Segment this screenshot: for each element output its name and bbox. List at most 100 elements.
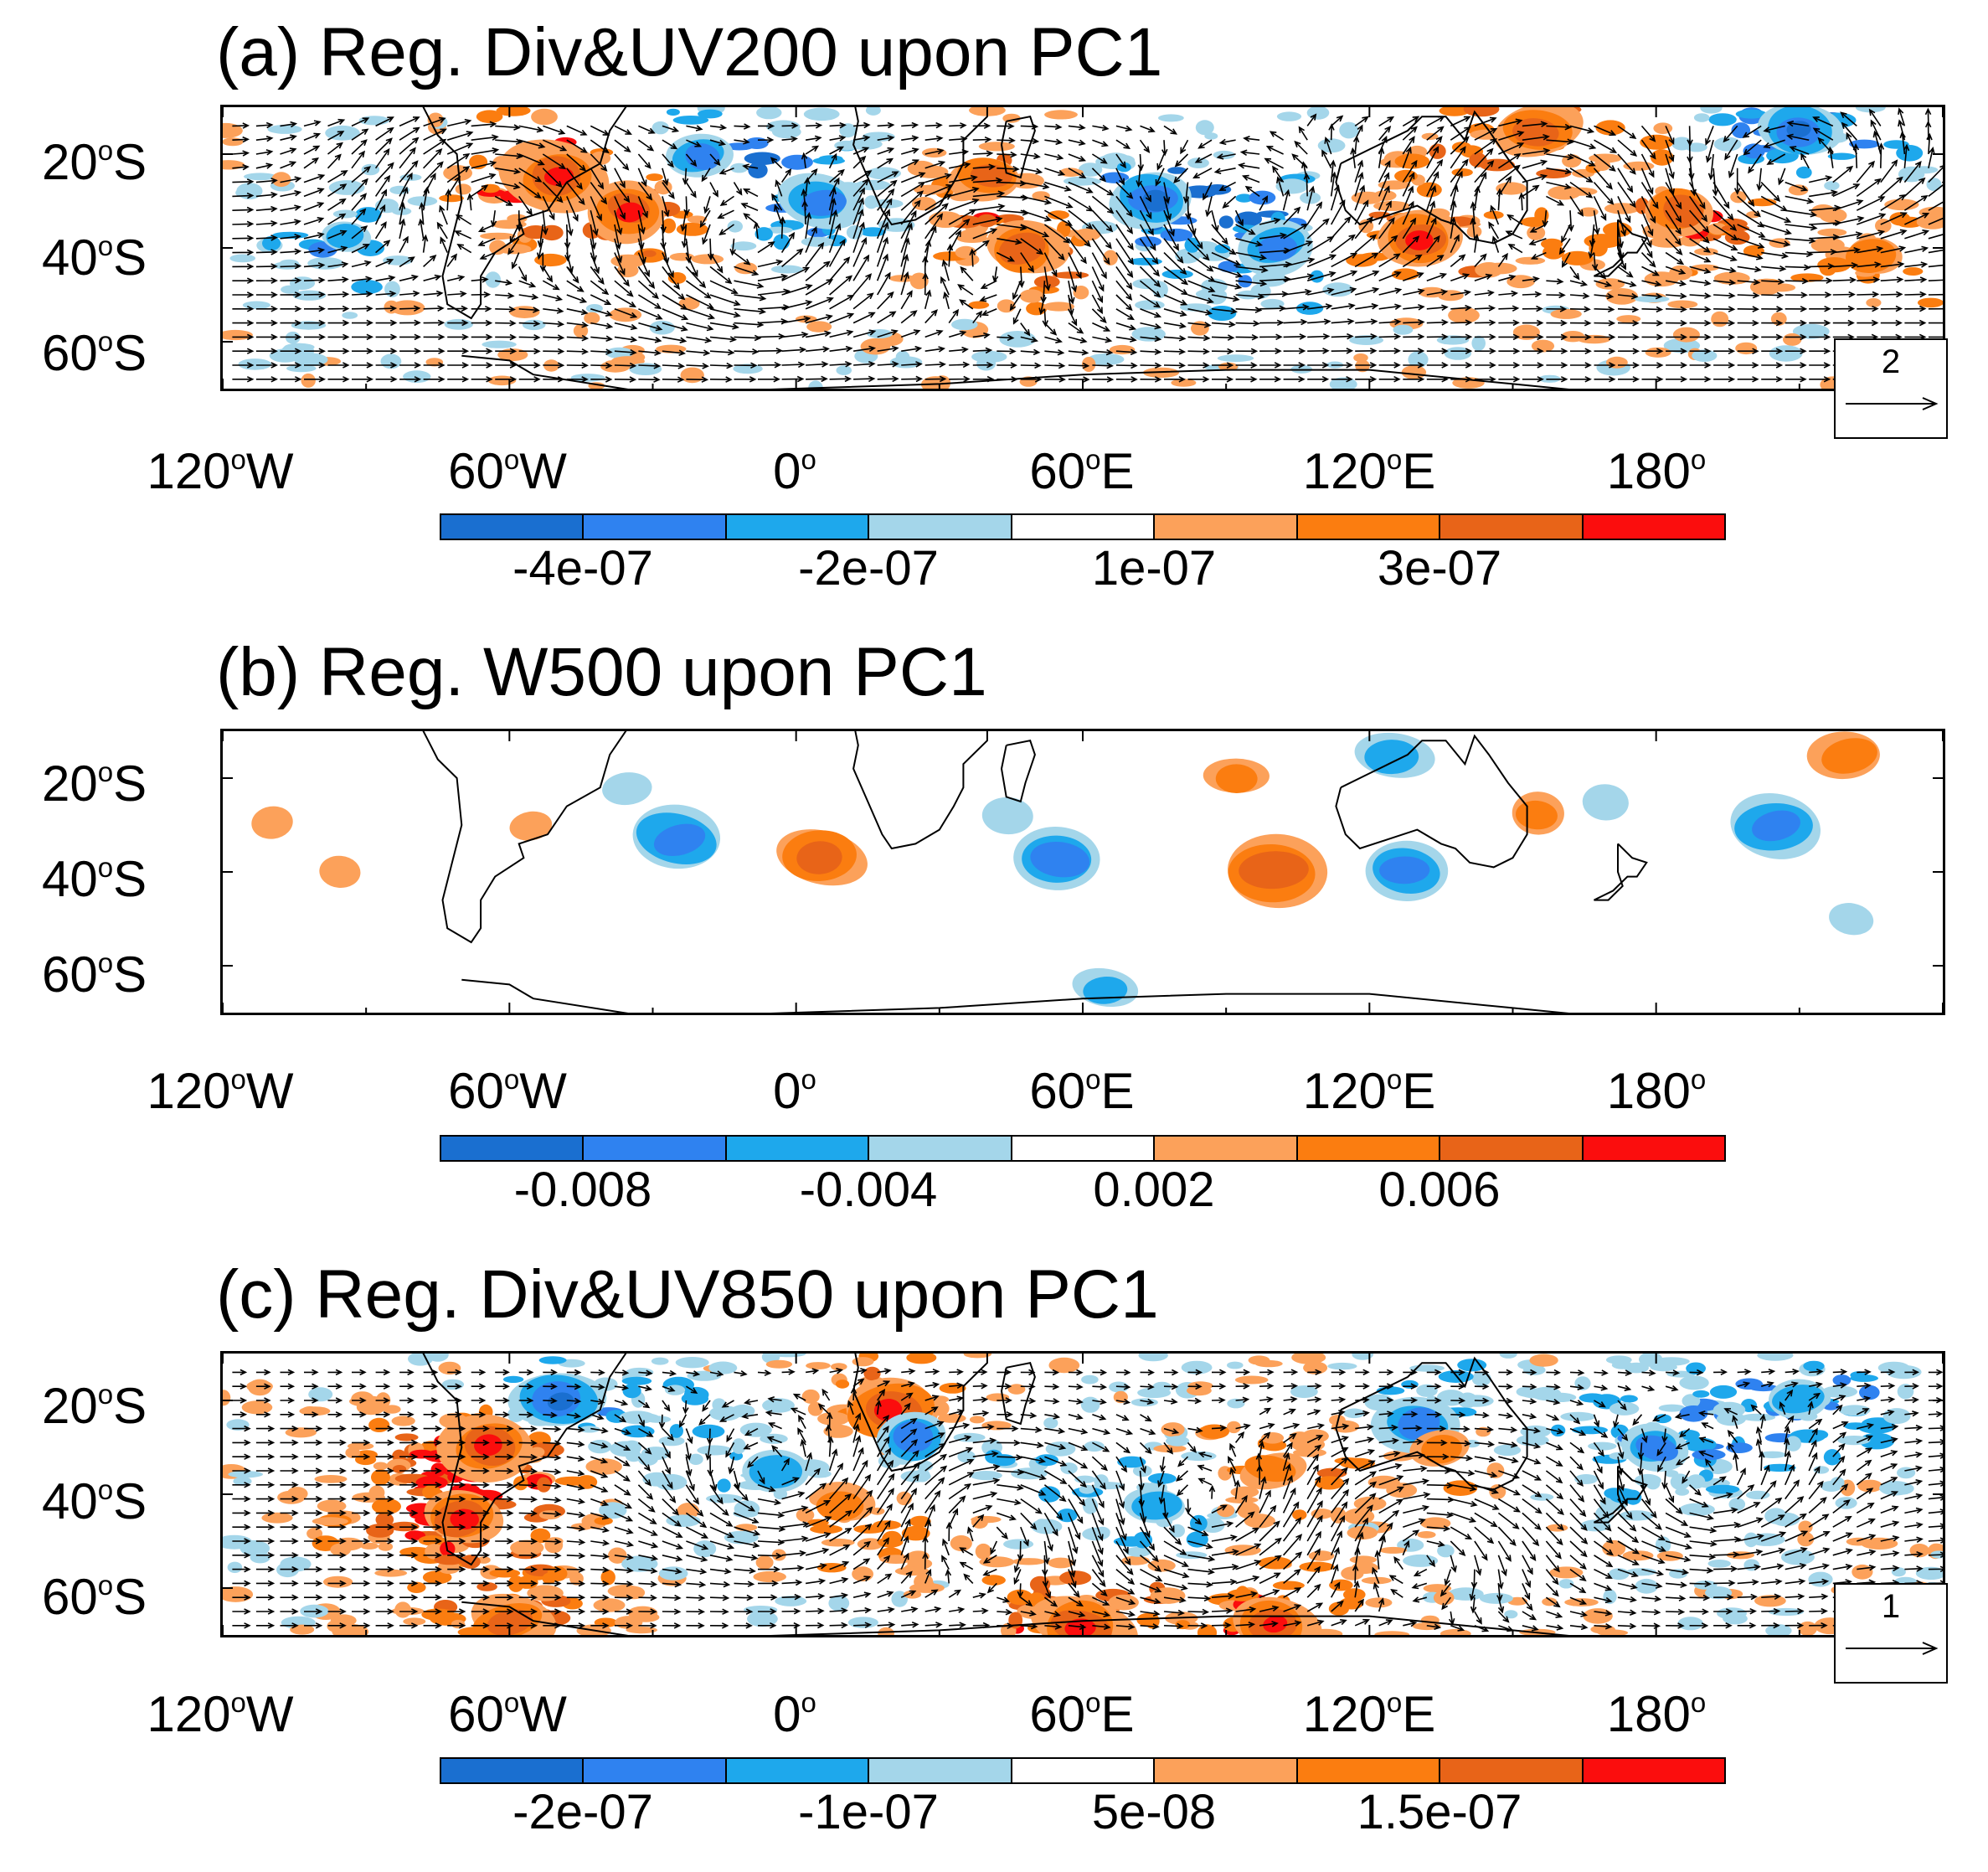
wind-vector (471, 333, 493, 341)
wind-vector (1800, 152, 1810, 169)
wind-vector (1546, 376, 1568, 383)
wind-vector (423, 1594, 442, 1601)
wind-vector (495, 1411, 510, 1418)
wind-vector (1546, 291, 1566, 299)
wind-vector (1259, 1476, 1267, 1499)
wind-vector (447, 1482, 466, 1488)
wind-vector (232, 1467, 251, 1474)
wind-vector (1617, 125, 1637, 139)
wind-vector (852, 1591, 872, 1598)
wind-vector (280, 1608, 299, 1615)
wind-vector (1712, 168, 1719, 197)
wind-vector (997, 1425, 1019, 1432)
wind-vector (972, 190, 1006, 198)
wind-vector (232, 249, 255, 256)
wind-vector (1760, 1514, 1785, 1528)
negative-anomaly (326, 224, 364, 249)
wind-vector (1403, 304, 1425, 311)
wind-vector (399, 1397, 415, 1404)
wind-vector (1689, 266, 1712, 274)
wind-vector (327, 170, 348, 183)
positive-anomaly (1595, 120, 1625, 136)
wind-vector (829, 1493, 852, 1514)
negative-anomaly (286, 364, 317, 373)
wind-vector (1115, 322, 1137, 331)
wind-vector (972, 136, 992, 143)
wind-vector (1426, 184, 1437, 211)
wind-vector (1640, 139, 1656, 160)
wind-vector (399, 256, 415, 268)
wind-vector (1522, 376, 1544, 383)
panel-a-lat-label-40s: 40oS (42, 229, 147, 286)
negative-anomaly (1349, 335, 1383, 345)
positive-anomaly (981, 1421, 1012, 1431)
wind-vector (972, 1437, 997, 1444)
positive-anomaly (863, 1366, 881, 1381)
wind-vector (1020, 1498, 1043, 1514)
wind-vector (1115, 252, 1134, 279)
wind-vector (566, 1498, 586, 1504)
wind-vector (1569, 1526, 1589, 1545)
wind-vector (454, 230, 472, 240)
wind-vector (375, 1467, 394, 1474)
negative-anomaly (1858, 1422, 1894, 1434)
wind-vector (1068, 281, 1075, 305)
wind-vector (1697, 1410, 1714, 1417)
wind-vector (900, 1428, 918, 1443)
wind-vector (495, 362, 518, 369)
wind-vector (877, 1488, 894, 1514)
wind-vector (1378, 333, 1402, 340)
negative-anomaly (1131, 1491, 1182, 1520)
wind-vector (399, 1425, 419, 1432)
negative-anomaly (672, 116, 709, 125)
wind-vector (757, 1470, 765, 1485)
wind-vector (352, 1425, 371, 1432)
negative-anomaly (1479, 1592, 1513, 1604)
wind-vector (1785, 362, 1807, 369)
wind-vector (614, 336, 638, 343)
panel-c-colorbar-tick: -2e-07 (512, 1785, 653, 1839)
wind-vector (734, 1540, 760, 1549)
wind-vector (1665, 1512, 1689, 1527)
wind-vector (1306, 1619, 1325, 1627)
wind-vector (821, 1388, 831, 1401)
wind-vector (1044, 181, 1072, 192)
wind-vector (900, 271, 909, 296)
positive-anomaly (496, 107, 531, 116)
wind-vector (1675, 1441, 1690, 1450)
wind-vector (1637, 1442, 1645, 1460)
wind-vector (852, 197, 864, 225)
wind-vector (1218, 181, 1236, 191)
wind-vector (1282, 1452, 1290, 1472)
wind-vector (1470, 1569, 1478, 1590)
positive-anomaly (1496, 182, 1527, 195)
wind-vector (590, 1498, 610, 1507)
positive-anomaly (1081, 357, 1096, 372)
wind-vector (566, 153, 587, 172)
positive-anomaly (1653, 122, 1673, 134)
wind-vector (1378, 200, 1392, 225)
wind-vector (1498, 376, 1521, 383)
wind-vector (375, 305, 398, 312)
wind-vector (447, 275, 466, 281)
wind-vector (1234, 1431, 1245, 1443)
wind-vector (471, 1369, 487, 1376)
wind-vector (1641, 306, 1664, 313)
wind-vector (1235, 280, 1268, 287)
wind-vector (327, 362, 350, 369)
wind-vector (471, 1552, 491, 1559)
wind-vector (1498, 1484, 1521, 1496)
wind-vector (327, 305, 350, 312)
wind-vector (852, 312, 876, 324)
wind-vector (1617, 1498, 1633, 1519)
wind-vector (1020, 181, 1050, 190)
wind-vector (1020, 376, 1043, 383)
wind-vector (1529, 224, 1547, 233)
wind-vector (375, 333, 398, 341)
wind-vector (495, 181, 521, 190)
wind-vector (686, 125, 703, 132)
wind-vector (1259, 333, 1283, 341)
wind-vector (1785, 1368, 1800, 1375)
wind-vector (423, 1425, 442, 1432)
panel-a-plot (223, 107, 1943, 389)
